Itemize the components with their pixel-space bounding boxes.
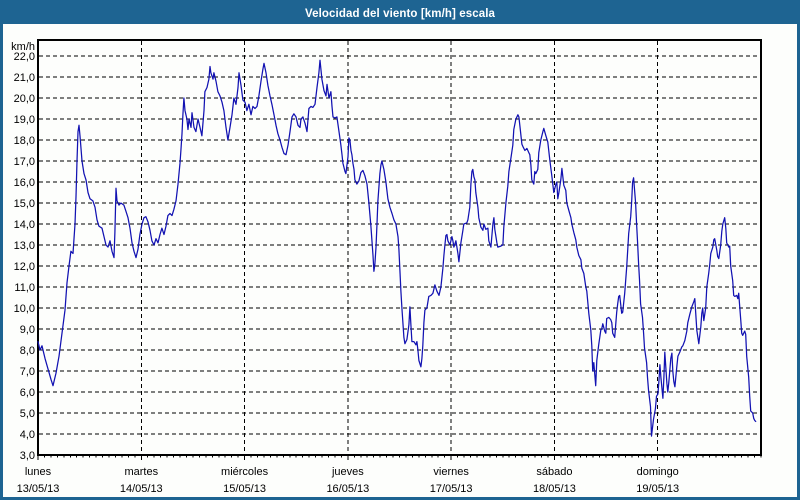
title-bar: Velocidad del viento [km/h] escala	[3, 3, 797, 24]
day-date-label: 17/05/13	[430, 483, 473, 495]
y-axis-labels: km/h22,0 21,0 20,0 19,0 18,0 17,0 16,0 15,0 14,0…	[11, 41, 35, 462]
day-date-label: 18/05/13	[533, 483, 576, 495]
y-tick-label: 5,0	[20, 408, 35, 420]
y-tick-label: 13,0	[14, 240, 35, 252]
y-tick-label: 19,0	[14, 114, 35, 126]
y-tick-label: 21,0	[14, 72, 35, 84]
axis-frame	[37, 39, 762, 456]
day-name-label: lunes	[25, 466, 52, 478]
day-date-label: 13/05/13	[17, 483, 60, 495]
day-name-label: jueves	[331, 466, 364, 478]
day-date-label: 19/05/13	[636, 483, 679, 495]
y-axis-unit-label: km/h	[11, 41, 35, 53]
x-axis-ticks	[37, 455, 762, 460]
y-tick-label: 6,0	[20, 387, 35, 399]
day-date-label: 16/05/13	[326, 483, 369, 495]
day-name-label: domingo	[637, 466, 679, 478]
y-tick-label: 9,0	[20, 324, 35, 336]
chart-title: Velocidad del viento [km/h] escala	[304, 7, 496, 20]
y-tick-label: 10,0	[14, 303, 35, 315]
y-tick-label: 8,0	[20, 345, 35, 357]
wind-speed-line	[37, 59, 757, 437]
y-tick-label: 11,0	[14, 282, 35, 294]
y-tick-label: 17,0	[14, 156, 35, 168]
day-name-label: sábado	[536, 466, 572, 478]
y-tick-label: 20,0	[14, 93, 35, 105]
plot-area: km/h 22,0 21,0 20,0 19,0 18,0 17,0 16,0 15,0 14,0…	[3, 3, 797, 497]
y-tick-label: 14,0	[14, 219, 35, 231]
y-tick-label: 12,0	[14, 261, 35, 273]
y-tick-label: 18,0	[14, 135, 35, 147]
gridlines	[39, 41, 760, 454]
day-date-label: 15/05/13	[223, 483, 266, 495]
day-date-label: 14/05/13	[120, 483, 163, 495]
y-tick-label: 4,0	[20, 429, 35, 441]
y-tick-label: 3,0	[20, 450, 35, 462]
y-tick-label: 16,0	[14, 177, 35, 189]
y-tick-label: 22,0	[14, 51, 35, 63]
day-name-label: martes	[124, 466, 158, 478]
day-name-label: viernes	[433, 466, 469, 478]
day-name-label: miércoles	[221, 466, 269, 478]
x-axis-labels: lunes 13/05/13 martes 14/05/13 miércoles 15/0…	[17, 466, 680, 495]
y-tick-label: 7,0	[20, 366, 35, 378]
y-tick-label: 15,0	[14, 198, 35, 210]
